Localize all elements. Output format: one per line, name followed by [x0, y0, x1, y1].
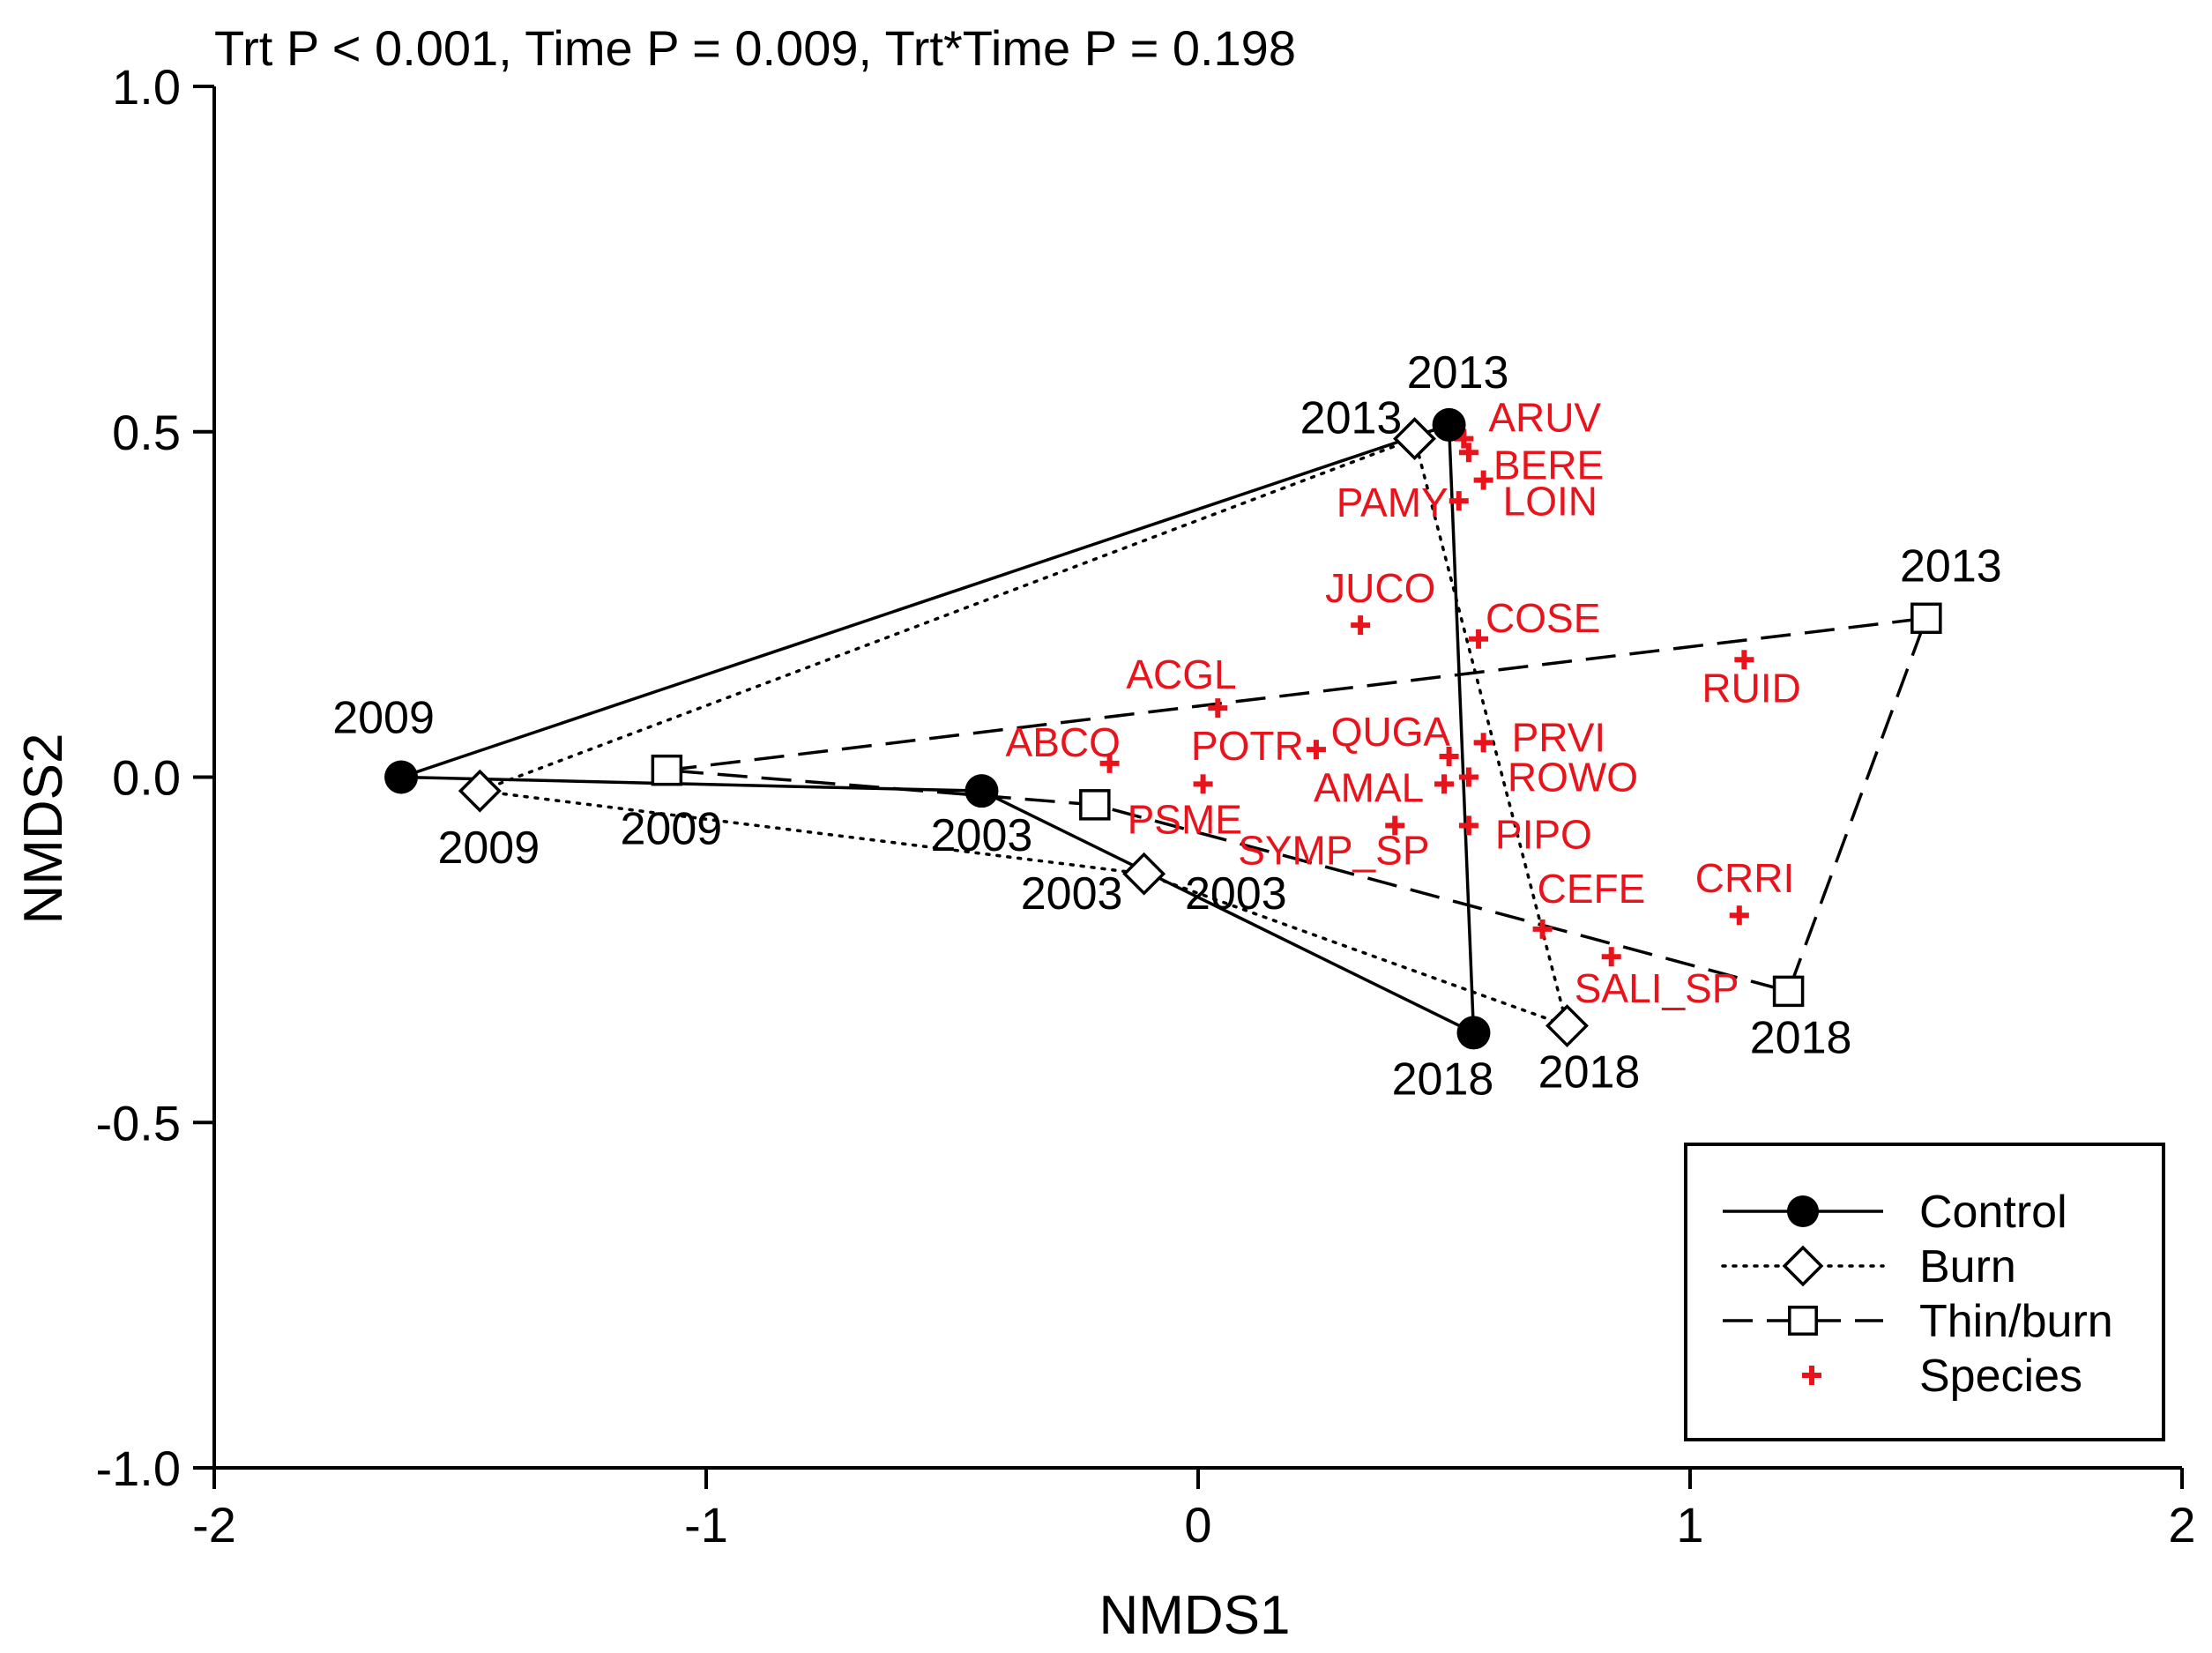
marker-burn-2003	[1122, 852, 1166, 896]
axes: -2 -1 0 1 2 -1.0 -0.5 0.0 0.5 1.0	[96, 59, 2196, 1552]
species-marker	[1434, 774, 1454, 794]
x-tick-label: 1	[1676, 1497, 1703, 1552]
marker-thin-burn-2018	[1772, 975, 1805, 1008]
marker-burn-2018	[1545, 1004, 1589, 1048]
species-label: PSME	[1128, 796, 1242, 842]
species-label: SYMP_SP	[1238, 827, 1429, 873]
species-label: PRVI	[1512, 714, 1606, 760]
x-tick-label: -2	[192, 1497, 236, 1552]
species-label: CRRI	[1695, 855, 1794, 901]
legend-marker-control	[1786, 1195, 1820, 1228]
species-marker	[1532, 919, 1553, 939]
y-axis-title: NMDS2	[13, 733, 74, 924]
y-tick-label: -1.0	[96, 1441, 182, 1496]
marker-control-2018	[1456, 1016, 1491, 1050]
species-label: SALI_SP	[1575, 965, 1739, 1011]
legend-marker-burn	[1782, 1245, 1824, 1287]
species-label: RUID	[1702, 665, 1800, 711]
species-label: CEFE	[1538, 866, 1646, 912]
year-label: 2018	[1750, 1012, 1852, 1063]
species-label: AMAL	[1314, 764, 1424, 810]
species-marker	[1208, 698, 1228, 719]
species-label: PIPO	[1495, 811, 1592, 857]
species-marker	[1458, 443, 1478, 463]
legend-label: Species	[1919, 1351, 2082, 1402]
year-label: 2003	[1185, 868, 1287, 920]
species-label: COSE	[1486, 595, 1600, 641]
y-tick-label: 0.5	[112, 405, 181, 460]
year-label: 2003	[931, 810, 1033, 861]
marker-thin-burn-2013	[1910, 602, 1942, 635]
species-label: ABCO	[1006, 719, 1121, 765]
year-label: 2018	[1538, 1047, 1641, 1098]
species-marker	[1473, 733, 1493, 753]
species-label: LOIN	[1503, 479, 1598, 525]
marker-thin-burn-2003	[1079, 789, 1111, 821]
year-label: 2013	[1900, 540, 2002, 592]
series-line-burn	[479, 436, 1570, 1029]
year-label: 2009	[621, 804, 723, 855]
year-label: 2009	[332, 693, 435, 744]
year-label: 2013	[1407, 347, 1509, 398]
species-marker	[1458, 767, 1478, 787]
species-marker	[1385, 815, 1405, 836]
species-marker	[1469, 629, 1489, 649]
species-marker	[1306, 740, 1326, 760]
legend-marker-thin-burn	[1788, 1306, 1818, 1336]
y-tick-label: -0.5	[96, 1095, 182, 1150]
species-marker	[1473, 470, 1493, 490]
series-line-thin-burn	[667, 616, 1929, 994]
x-axis-title: NMDS1	[1099, 1585, 1290, 1646]
legend-label: Burn	[1919, 1241, 2016, 1292]
species-label: BERE	[1493, 442, 1604, 488]
species-label: JUCO	[1325, 565, 1435, 611]
x-tick-label: 2	[2168, 1497, 2195, 1552]
species-label: ROWO	[1508, 755, 1638, 800]
species-label: POTR	[1191, 723, 1304, 769]
species-marker	[1734, 650, 1754, 670]
species-marker	[1439, 746, 1459, 766]
x-tick-label: -1	[684, 1497, 728, 1552]
marker-control-2013	[1432, 407, 1466, 442]
species-label: QUGA	[1331, 709, 1451, 755]
species-marker	[1449, 491, 1469, 511]
species-marker	[1458, 815, 1478, 836]
species-label: ACGL	[1126, 652, 1236, 697]
species-marker	[1193, 774, 1213, 794]
legend-box	[1684, 1143, 2165, 1441]
plot-title: Trt P < 0.001, Time P = 0.009, Trt*Time …	[214, 20, 1296, 76]
species-label: PAMY	[1337, 480, 1449, 525]
year-label: 2018	[1392, 1054, 1494, 1105]
species-marker	[1351, 615, 1371, 636]
y-tick-label: 1.0	[112, 59, 181, 115]
marker-burn-2013	[1393, 417, 1436, 461]
year-label: 2009	[437, 823, 540, 874]
species-marker	[1729, 905, 1749, 926]
year-label: 2003	[1021, 868, 1123, 920]
species-label: ARUV	[1488, 395, 1601, 441]
marker-burn-2009	[458, 769, 502, 813]
marker-control-2003	[964, 774, 999, 808]
legend-marker-species	[1802, 1366, 1821, 1385]
series-markers	[384, 407, 1942, 1050]
species-marker	[1099, 753, 1120, 773]
legend-label: Control	[1919, 1187, 2067, 1238]
species-marker	[1601, 947, 1621, 967]
legend-label: Thin/burn	[1919, 1296, 2113, 1347]
year-label: 2013	[1300, 393, 1403, 444]
x-tick-label: 0	[1184, 1497, 1211, 1552]
marker-thin-burn-2009	[651, 754, 683, 786]
point-labels: 2009 2013 2018 2003 2009 2013 2018 2003 2009 2013…	[332, 347, 2001, 1105]
marker-control-2009	[384, 760, 419, 794]
y-tick-label: 0.0	[112, 750, 181, 806]
